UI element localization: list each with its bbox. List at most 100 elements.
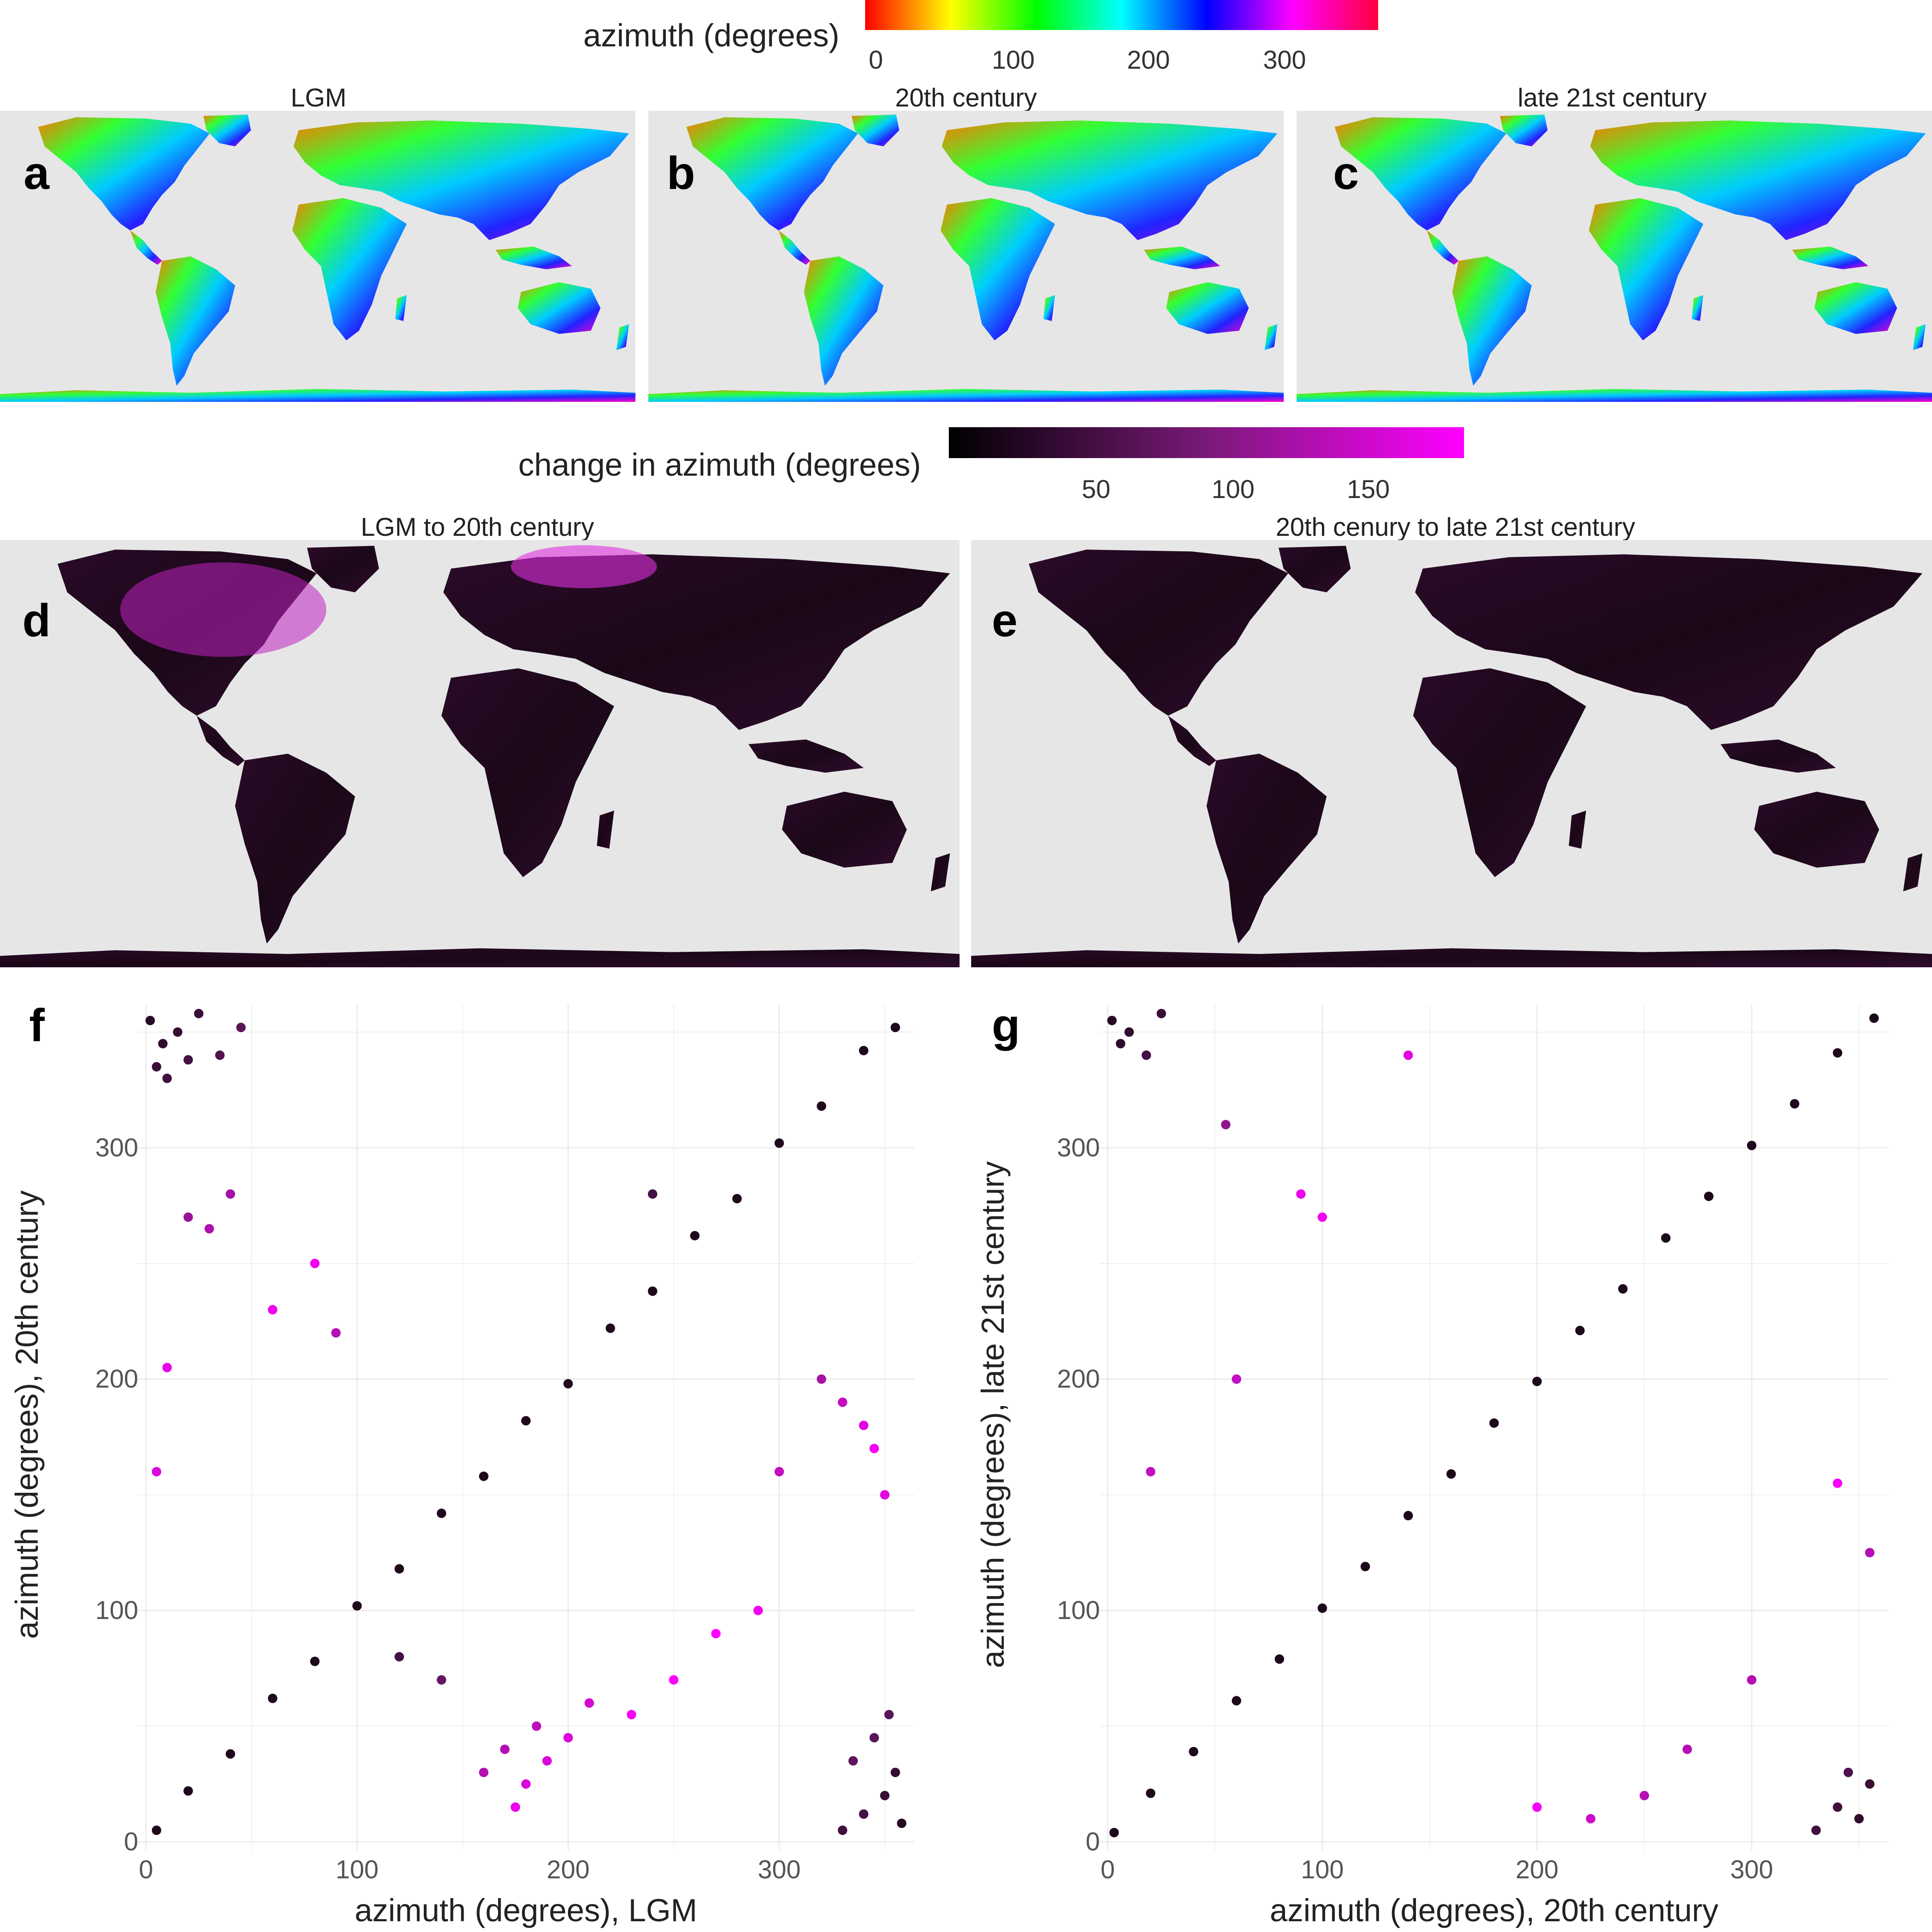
scatter-point	[1361, 1561, 1370, 1571]
map-d-highlight-north-america	[120, 562, 326, 657]
scatter-point	[1704, 1191, 1713, 1201]
scatter-point	[1844, 1768, 1853, 1777]
scatter-point	[869, 1443, 879, 1453]
scatter-point	[880, 1791, 890, 1801]
scatter-point	[310, 1258, 320, 1268]
scatter-g-gridlines	[1099, 1005, 1889, 1850]
scatter-point	[884, 1710, 894, 1719]
scatter-point	[500, 1744, 510, 1754]
scatter-point	[152, 1467, 161, 1476]
scatter-point	[1869, 1013, 1879, 1023]
scatter-point	[479, 1768, 489, 1777]
scatter-point	[1296, 1189, 1306, 1199]
map-d-letter: d	[22, 594, 51, 646]
scatter-point	[1865, 1548, 1874, 1558]
scatter-point	[880, 1490, 890, 1500]
map-e-letter: e	[992, 594, 1018, 646]
y-tick-label: 100	[1057, 1596, 1100, 1625]
scatter-point	[1221, 1120, 1230, 1130]
scatter-point	[1107, 1015, 1117, 1025]
scatter-point	[890, 1023, 900, 1033]
scatter-point	[352, 1601, 362, 1611]
map-panel-b: 20th century b	[648, 83, 1284, 402]
scatter-point	[584, 1698, 594, 1708]
azimuth-tick-0: 0	[869, 46, 883, 74]
map-panel-e: 20th cenury to late 21st century e	[971, 513, 1932, 967]
scatter-point	[1275, 1654, 1284, 1664]
scatter-point	[183, 1786, 193, 1796]
azimuth-colorbar	[865, 0, 1378, 30]
scatter-point	[648, 1286, 657, 1296]
scatter-point	[1146, 1788, 1155, 1798]
scatter-point	[1146, 1467, 1155, 1476]
map-a-title: LGM	[291, 83, 346, 112]
scatter-point	[268, 1693, 277, 1703]
scatter-f-points	[145, 1009, 907, 1835]
y-tick-label: 200	[95, 1364, 138, 1393]
scatter-point	[626, 1710, 636, 1719]
scatter-point	[1865, 1779, 1874, 1789]
scatter-point	[183, 1055, 193, 1065]
azimuth-legend-title: azimuth (degrees)	[583, 18, 839, 53]
scatter-point	[859, 1809, 869, 1819]
scatter-g-xlabel: azimuth (degrees), 20th century	[1270, 1893, 1719, 1928]
scatter-point	[1157, 1009, 1166, 1018]
scatter-point	[521, 1416, 531, 1426]
scatter-point	[225, 1189, 235, 1199]
scatter-point	[183, 1212, 193, 1222]
change-tick-50: 50	[1082, 475, 1111, 504]
scatter-point	[204, 1224, 214, 1233]
scatter-point	[331, 1328, 341, 1338]
scatter-point	[711, 1629, 721, 1638]
x-tick-label: 300	[758, 1855, 801, 1884]
scatter-point	[1618, 1284, 1628, 1294]
scatter-point	[194, 1009, 204, 1018]
scatter-g-letter: g	[992, 999, 1020, 1051]
scatter-point	[395, 1652, 404, 1662]
y-tick-label: 200	[1057, 1364, 1100, 1393]
scatter-point	[162, 1363, 172, 1373]
y-tick-label: 100	[95, 1596, 138, 1625]
scatter-f-ticks: 0 100 200 300 0 100 200 300	[95, 1133, 801, 1884]
scatter-point	[859, 1421, 869, 1430]
scatter-panel-g: g 0 100 200 300 0 100 200 300 azimuth (degrees)…	[975, 999, 1889, 1928]
map-e-title: 20th cenury to late 21st century	[1276, 513, 1635, 541]
scatter-point	[1232, 1374, 1241, 1384]
x-tick-label: 200	[1516, 1855, 1558, 1884]
scatter-point	[859, 1046, 869, 1055]
scatter-point	[437, 1508, 447, 1518]
scatter-point	[1833, 1048, 1842, 1058]
scatter-point	[1683, 1744, 1692, 1754]
scatter-point	[1109, 1828, 1119, 1838]
scatter-point	[521, 1779, 531, 1789]
scatter-point	[669, 1675, 679, 1685]
scatter-point	[1403, 1511, 1413, 1521]
scatter-point	[563, 1733, 573, 1743]
scatter-point	[437, 1675, 447, 1685]
scatter-point	[152, 1826, 161, 1835]
map-c-letter: c	[1333, 147, 1359, 199]
map-a-letter: a	[24, 147, 50, 199]
x-tick-label: 300	[1730, 1855, 1773, 1884]
scatter-point	[152, 1062, 161, 1072]
x-tick-label: 100	[1301, 1855, 1344, 1884]
scatter-point	[1318, 1212, 1327, 1222]
scatter-point	[158, 1039, 168, 1048]
x-tick-label: 0	[139, 1855, 153, 1884]
scatter-point	[1232, 1696, 1241, 1706]
y-tick-label: 0	[124, 1827, 138, 1856]
change-legend-title: change in azimuth (degrees)	[518, 447, 921, 483]
scatter-point	[1833, 1802, 1842, 1812]
azimuth-legend: azimuth (degrees) 0 100 200 300	[583, 0, 1378, 74]
azimuth-tick-100: 100	[992, 46, 1035, 74]
scatter-g-ylabel: azimuth (degrees), late 21st century	[975, 1161, 1011, 1668]
scatter-point	[1747, 1675, 1756, 1685]
scatter-point	[563, 1379, 573, 1388]
scatter-point	[145, 1015, 155, 1025]
y-tick-label: 0	[1086, 1827, 1100, 1856]
scatter-g-ticks: 0 100 200 300 0 100 200 300	[1057, 1133, 1773, 1884]
scatter-point	[1833, 1478, 1842, 1488]
scatter-point	[479, 1471, 489, 1481]
scatter-point	[1575, 1326, 1585, 1336]
